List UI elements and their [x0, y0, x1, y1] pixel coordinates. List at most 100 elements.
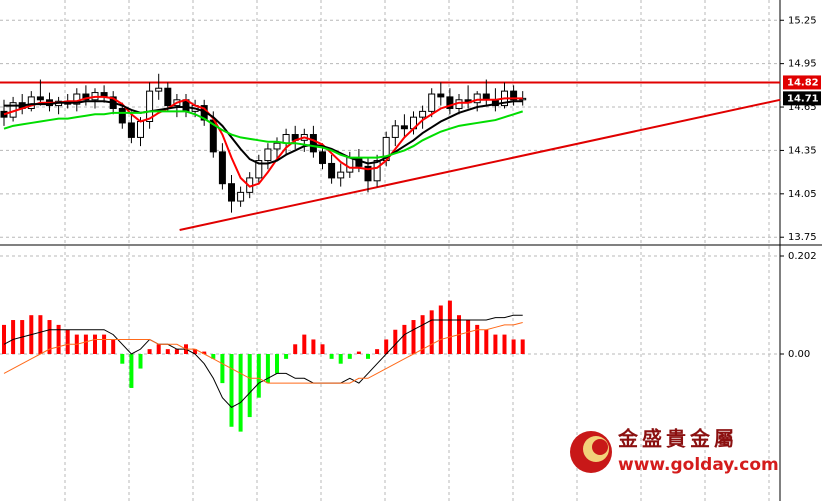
histogram-bar [247, 354, 252, 418]
candle-body [437, 93, 445, 98]
candle-body [73, 93, 81, 105]
histogram-bar [65, 329, 70, 355]
histogram-bar [238, 354, 243, 432]
histogram-bar [302, 334, 307, 355]
histogram-bar [174, 349, 179, 355]
histogram-bar [38, 315, 43, 355]
histogram-bar [475, 324, 480, 355]
candle-body [400, 125, 408, 130]
histogram-bar [47, 320, 52, 355]
moving-average [4, 100, 523, 165]
candle-body [164, 87, 172, 107]
watermark: 金盛貴金屬 www.golday.com [570, 427, 779, 475]
candle-body [146, 90, 154, 122]
candle-body [446, 96, 454, 109]
histogram-bar [275, 354, 279, 374]
histogram-bar [156, 344, 161, 355]
candle-body [118, 107, 126, 124]
histogram-bar [202, 351, 207, 355]
candle-body [373, 160, 381, 182]
histogram-bar [56, 324, 61, 355]
y-tick-label: 14.95 [788, 59, 817, 70]
candle-body [328, 162, 336, 179]
histogram-bar [211, 354, 216, 359]
price-label: 14.71 [787, 93, 819, 104]
histogram-bar [375, 349, 380, 355]
histogram-bar [329, 354, 334, 359]
histogram-bar [466, 320, 471, 355]
histogram-bar [256, 354, 261, 398]
candle-body [137, 121, 144, 138]
histogram-bar [311, 339, 316, 355]
histogram-bar [138, 354, 143, 369]
histogram-bar [320, 344, 325, 355]
candle-body [337, 171, 345, 179]
candle-body [237, 191, 245, 202]
histogram-bar [265, 354, 270, 384]
histogram-bar [338, 354, 343, 364]
moving-average [3, 95, 523, 188]
histogram-bar [193, 349, 198, 355]
price-label-box [783, 91, 821, 106]
histogram-bar [2, 324, 6, 355]
y-tick-label: 13.75 [788, 232, 817, 243]
candle-body [309, 134, 317, 153]
candle-body [264, 148, 272, 162]
histogram-bar [147, 349, 152, 355]
y-tick-label: 0.00 [788, 349, 810, 360]
histogram-bar [511, 339, 516, 355]
histogram-bar [220, 354, 225, 384]
trendline [179, 98, 781, 231]
candle-body [428, 93, 436, 112]
candle-body [218, 151, 226, 185]
logo-core [592, 439, 608, 455]
histogram-bar [347, 354, 352, 359]
histogram-bar [384, 339, 389, 355]
candle-body [155, 87, 163, 92]
candle-body [27, 96, 35, 109]
histogram-bar [411, 320, 416, 355]
histogram-bar [402, 324, 407, 355]
histogram-bar [356, 351, 361, 355]
candle-body [391, 125, 399, 138]
candle-body [228, 183, 235, 202]
histogram-bar [420, 315, 425, 355]
candle-body [127, 122, 135, 138]
candle-body [510, 90, 518, 101]
histogram-bar [447, 300, 452, 355]
histogram-bar [293, 344, 298, 355]
candle-body [319, 151, 326, 164]
candle-body [473, 93, 481, 104]
histogram-bar [111, 339, 116, 355]
histogram-bar [520, 339, 525, 355]
candle-body [364, 165, 372, 182]
histogram-bar [93, 334, 97, 355]
brand-url: www.golday.com [618, 455, 779, 475]
histogram-bar [83, 334, 88, 355]
histogram-bar [493, 334, 498, 355]
histogram-bar [502, 334, 507, 355]
histogram-bar [284, 354, 289, 359]
histogram-bar [366, 354, 370, 359]
candle-body [346, 157, 354, 173]
y-tick-label: 14.35 [788, 145, 817, 156]
macd-line [3, 321, 523, 384]
price-label: 14.82 [787, 77, 819, 88]
y-tick-label: 14.05 [788, 189, 817, 200]
candle-body [36, 96, 44, 101]
brand-name: 金盛貴金屬 [617, 427, 738, 451]
y-tick-label: 14.65 [788, 102, 817, 113]
candle-body [273, 142, 281, 150]
histogram-bar [129, 354, 134, 388]
histogram-bar [429, 310, 434, 355]
histogram-bar [229, 354, 234, 427]
histogram-bar [102, 334, 107, 355]
moving-average [3, 110, 524, 159]
candle-body [255, 160, 263, 179]
histogram-bar [438, 305, 443, 355]
price-label-box [783, 75, 821, 90]
histogram-bar [165, 349, 170, 355]
y-tick-label: 0.202 [788, 251, 817, 262]
